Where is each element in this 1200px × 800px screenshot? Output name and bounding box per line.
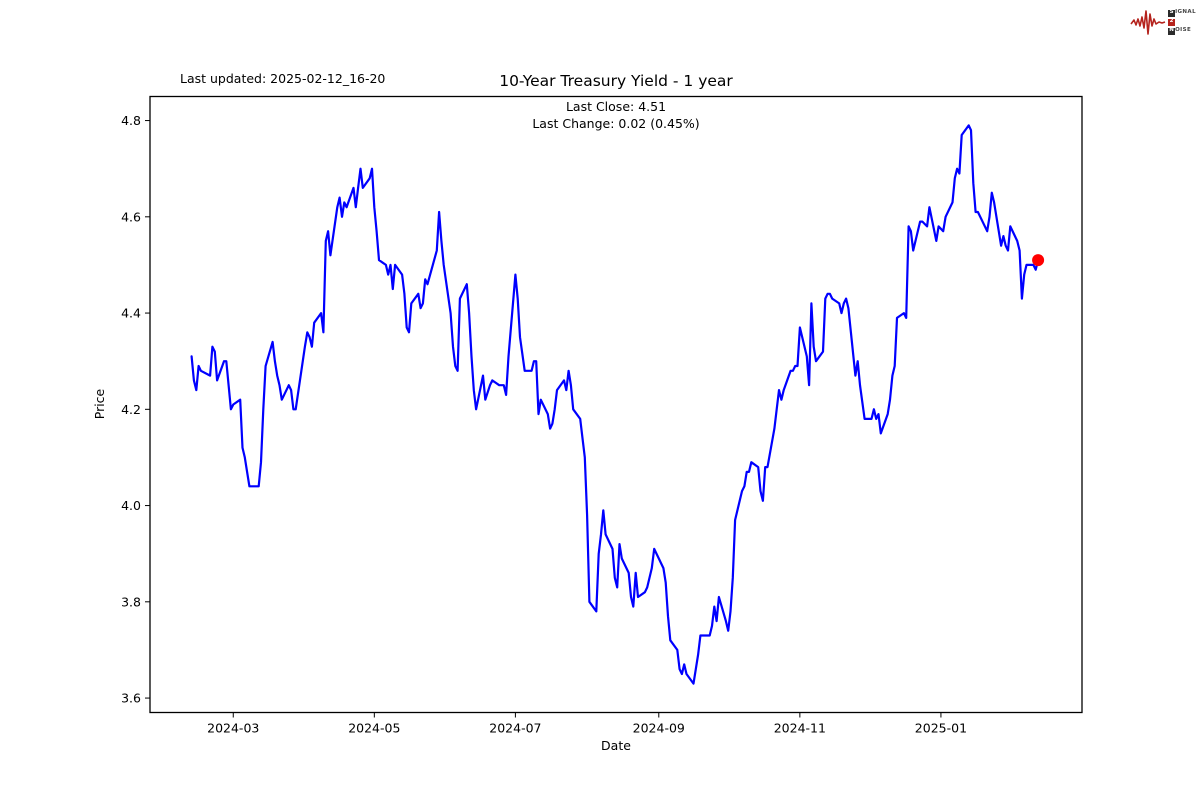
logo-letter-s: S xyxy=(1168,9,1176,17)
last-change-text: Last Change: 0.02 (0.45%) xyxy=(532,115,700,131)
waveform-icon xyxy=(1130,10,1166,35)
y-axis-label: Price xyxy=(92,388,107,419)
y-axis: 3.6 3.8 4.0 4.2 4.4 4.6 4.8 xyxy=(121,113,150,706)
y-tick-label: 4.8 xyxy=(121,113,141,128)
logo-row-noise: N OISE xyxy=(1168,27,1196,35)
y-tick-label: 4.4 xyxy=(121,306,141,321)
logo-letter-n: N xyxy=(1168,27,1176,35)
x-tick-label: 2024-11 xyxy=(774,721,826,736)
x-tick-label: 2025-01 xyxy=(915,721,967,736)
chart-title: 10-Year Treasury Yield - 1 year xyxy=(499,72,733,90)
y-tick-label: 4.2 xyxy=(121,402,141,417)
logo-rest-oise: OISE xyxy=(1175,27,1192,34)
x-axis-label: Date xyxy=(601,738,631,753)
plot-border xyxy=(149,95,1083,714)
logo-text: S IGNAL 2 N OISE xyxy=(1168,9,1196,35)
logo-rest-ignal: IGNAL xyxy=(1175,9,1196,16)
y-tick-label: 4.6 xyxy=(121,209,141,224)
last-updated-text: Last updated: 2025-02-12_16-20 xyxy=(180,71,386,86)
y-tick-label: 4.0 xyxy=(121,498,141,513)
logo-row-2: 2 xyxy=(1168,18,1196,26)
chart-subtitle: Last Close: 4.51 Last Change: 0.02 (0.45… xyxy=(532,99,699,132)
y-tick-label: 3.6 xyxy=(121,691,141,706)
x-tick-label: 2024-03 xyxy=(207,721,259,736)
last-point-marker xyxy=(1032,254,1045,267)
price-line xyxy=(190,124,1040,685)
x-axis: 2024-03 2024-05 2024-07 2024-09 2024-11 2025-… xyxy=(207,712,967,736)
logo-row-signal: S IGNAL xyxy=(1168,9,1196,17)
x-tick-label: 2024-07 xyxy=(489,721,541,736)
x-tick-label: 2024-05 xyxy=(348,721,400,736)
signal2noise-logo: S IGNAL 2 N OISE xyxy=(1130,7,1196,37)
logo-letter-2: 2 xyxy=(1168,18,1176,26)
y-tick-label: 3.8 xyxy=(121,594,141,609)
x-tick-label: 2024-09 xyxy=(633,721,685,736)
last-close-text: Last Close: 4.51 xyxy=(565,99,667,114)
